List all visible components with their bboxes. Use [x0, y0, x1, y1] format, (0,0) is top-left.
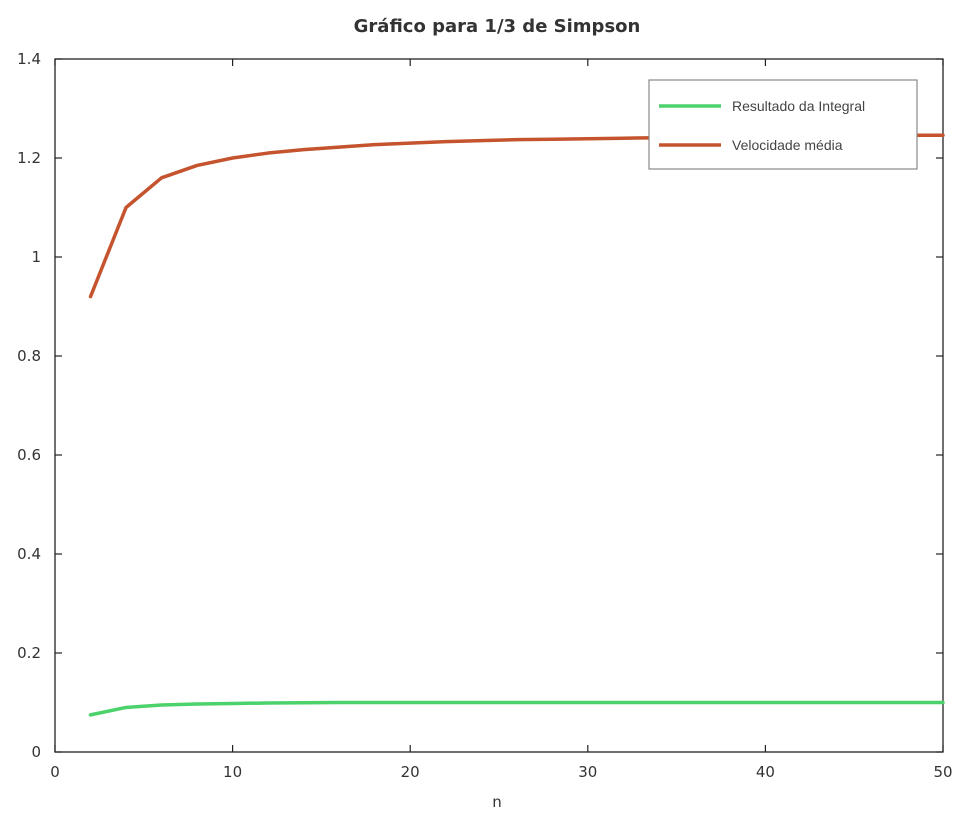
plot-frame [54, 58, 944, 753]
y-tick-label: 0.4 [17, 545, 41, 563]
x-tick-label: 30 [578, 763, 597, 781]
y-tick-label: 0 [31, 743, 41, 761]
x-tick-label: 20 [401, 763, 420, 781]
legend-box [648, 79, 918, 170]
x-tick-label: 10 [223, 763, 242, 781]
y-tick-label: 0.6 [17, 446, 41, 464]
x-tick-label: 50 [933, 763, 952, 781]
x-axis-label: n [492, 793, 502, 811]
x-tick-label: 40 [756, 763, 775, 781]
x-tick-label: 0 [50, 763, 60, 781]
y-tick-label: 1.2 [17, 149, 41, 167]
chart-title: Gráfico para 1/3 de Simpson [354, 16, 641, 37]
y-axis-ticks: 0 0.2 0.4 0.6 0.8 1 1.2 1.4 [17, 50, 943, 761]
legend-label-velocidade: Velocidade média [732, 137, 843, 153]
x-axis-ticks: 0 10 20 30 40 50 [50, 59, 953, 781]
legend-label-integral: Resultado da Integral [732, 98, 865, 114]
legend: Resultado da Integral Velocidade média [648, 79, 918, 170]
y-tick-label: 0.8 [17, 347, 41, 365]
y-tick-label: 1 [31, 248, 41, 266]
y-tick-label: 0.2 [17, 644, 41, 662]
series-line-integral [88, 700, 945, 717]
y-tick-label: 1.4 [17, 50, 41, 68]
